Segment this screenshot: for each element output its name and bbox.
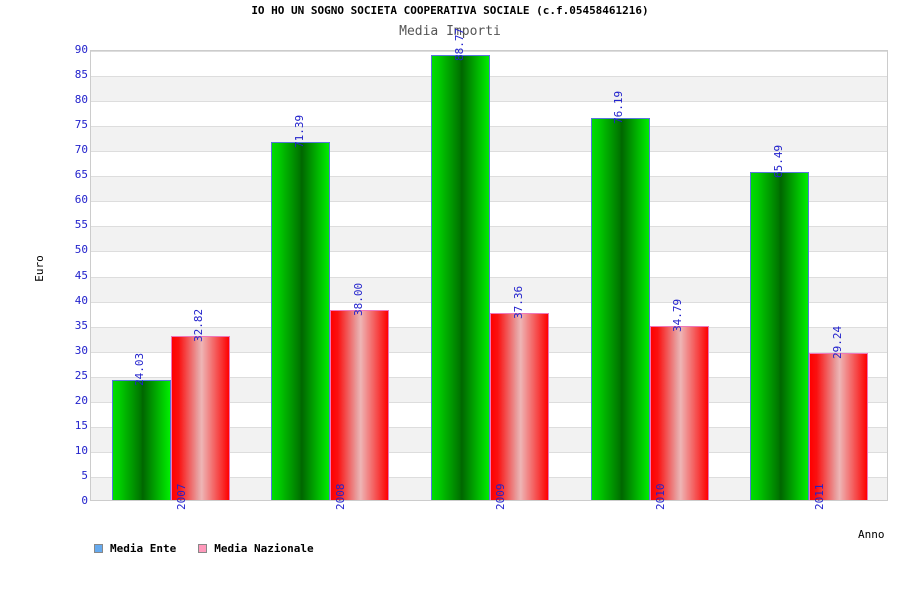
bar-value-label: 71.39 <box>292 115 306 149</box>
legend-item-media-ente[interactable]: Media Ente <box>94 542 176 555</box>
y-axis-tick-label: 15 <box>74 418 88 432</box>
bar-media-nazionale-2010[interactable] <box>649 325 709 500</box>
y-axis-tick-label: 90 <box>74 43 88 56</box>
bar-media-ente-2010[interactable] <box>590 118 650 500</box>
legend-item-media-nazionale[interactable]: Media Nazionale <box>198 542 314 555</box>
y-axis-tick-label: 85 <box>74 68 88 82</box>
bar-media-ente-2011[interactable] <box>750 171 810 500</box>
y-axis-tick-label: 50 <box>74 243 88 257</box>
bar-value-label: 24.03 <box>133 352 147 386</box>
y-axis-tick-label: 55 <box>74 218 88 232</box>
bar-media-nazionale-2009[interactable] <box>490 312 549 500</box>
y-axis-tick-label: 40 <box>74 293 88 307</box>
bar-value-label: 29.24 <box>830 326 844 360</box>
y-axis-tick-label: 25 <box>74 368 88 382</box>
bar-media-nazionale-2011[interactable] <box>809 353 869 500</box>
bar-value-label: 65.49 <box>771 144 785 178</box>
legend-label: Media Nazionale <box>214 542 314 555</box>
y-axis-tick-label: 60 <box>74 193 88 207</box>
bar-value-label: 88.77 <box>452 28 466 62</box>
y-axis-tick-label: 65 <box>74 168 88 182</box>
y-axis-tick-label: 5 <box>81 468 88 482</box>
x-axis-tick-label-2008: 2008 <box>334 483 348 511</box>
bar-value-label: 76.19 <box>612 91 626 125</box>
legend-label: Media Ente <box>110 542 177 555</box>
bar-media-nazionale-2008[interactable] <box>330 309 390 500</box>
plot-area <box>90 50 888 501</box>
bar-media-ente-2009[interactable] <box>431 55 490 500</box>
chart-legend: Media Ente Media Nazionale <box>94 542 314 555</box>
x-axis-tick-label-2007: 2007 <box>174 483 188 511</box>
x-axis-tick-label-2009: 2009 <box>494 483 507 511</box>
y-axis-tick-label: 45 <box>74 268 88 282</box>
bar-media-nazionale-2007[interactable] <box>170 335 230 500</box>
bar-media-ente-2007[interactable] <box>111 379 171 500</box>
x-axis-title: Anno <box>858 528 885 541</box>
x-axis-tick-label-2011: 2011 <box>813 483 827 511</box>
y-axis-tick-label: 0 <box>81 494 88 507</box>
legend-swatch-icon <box>94 544 103 553</box>
chart-title: IO HO UN SOGNO SOCIETA COOPERATIVA SOCIA… <box>251 4 649 17</box>
y-axis-tick-label: 20 <box>74 393 88 407</box>
bar-value-label: 32.82 <box>192 308 206 342</box>
y-axis-tick-label: 35 <box>74 318 88 332</box>
y-axis-tick-label: 10 <box>74 443 88 457</box>
y-axis-tick-label: 80 <box>74 93 88 107</box>
bar-media-ente-2008[interactable] <box>271 142 331 500</box>
x-axis-tick-label-2010: 2010 <box>653 483 667 511</box>
bar-value-label: 37.36 <box>511 285 525 319</box>
chart-subtitle: Media Importi <box>399 24 501 39</box>
bar-value-label: 38.00 <box>351 282 365 316</box>
legend-swatch-icon <box>198 544 208 553</box>
bar-value-label: 34.79 <box>671 298 685 332</box>
y-axis: Euro 0 5 10 15 20 25 30 35 40 45 50 55 60 65 70 75 80 85 9… <box>30 0 88 600</box>
gridline <box>91 51 887 52</box>
y-axis-tick-label: 70 <box>74 143 88 157</box>
y-axis-tick-label: 75 <box>74 118 88 132</box>
y-axis-tick-label: 30 <box>74 343 88 357</box>
